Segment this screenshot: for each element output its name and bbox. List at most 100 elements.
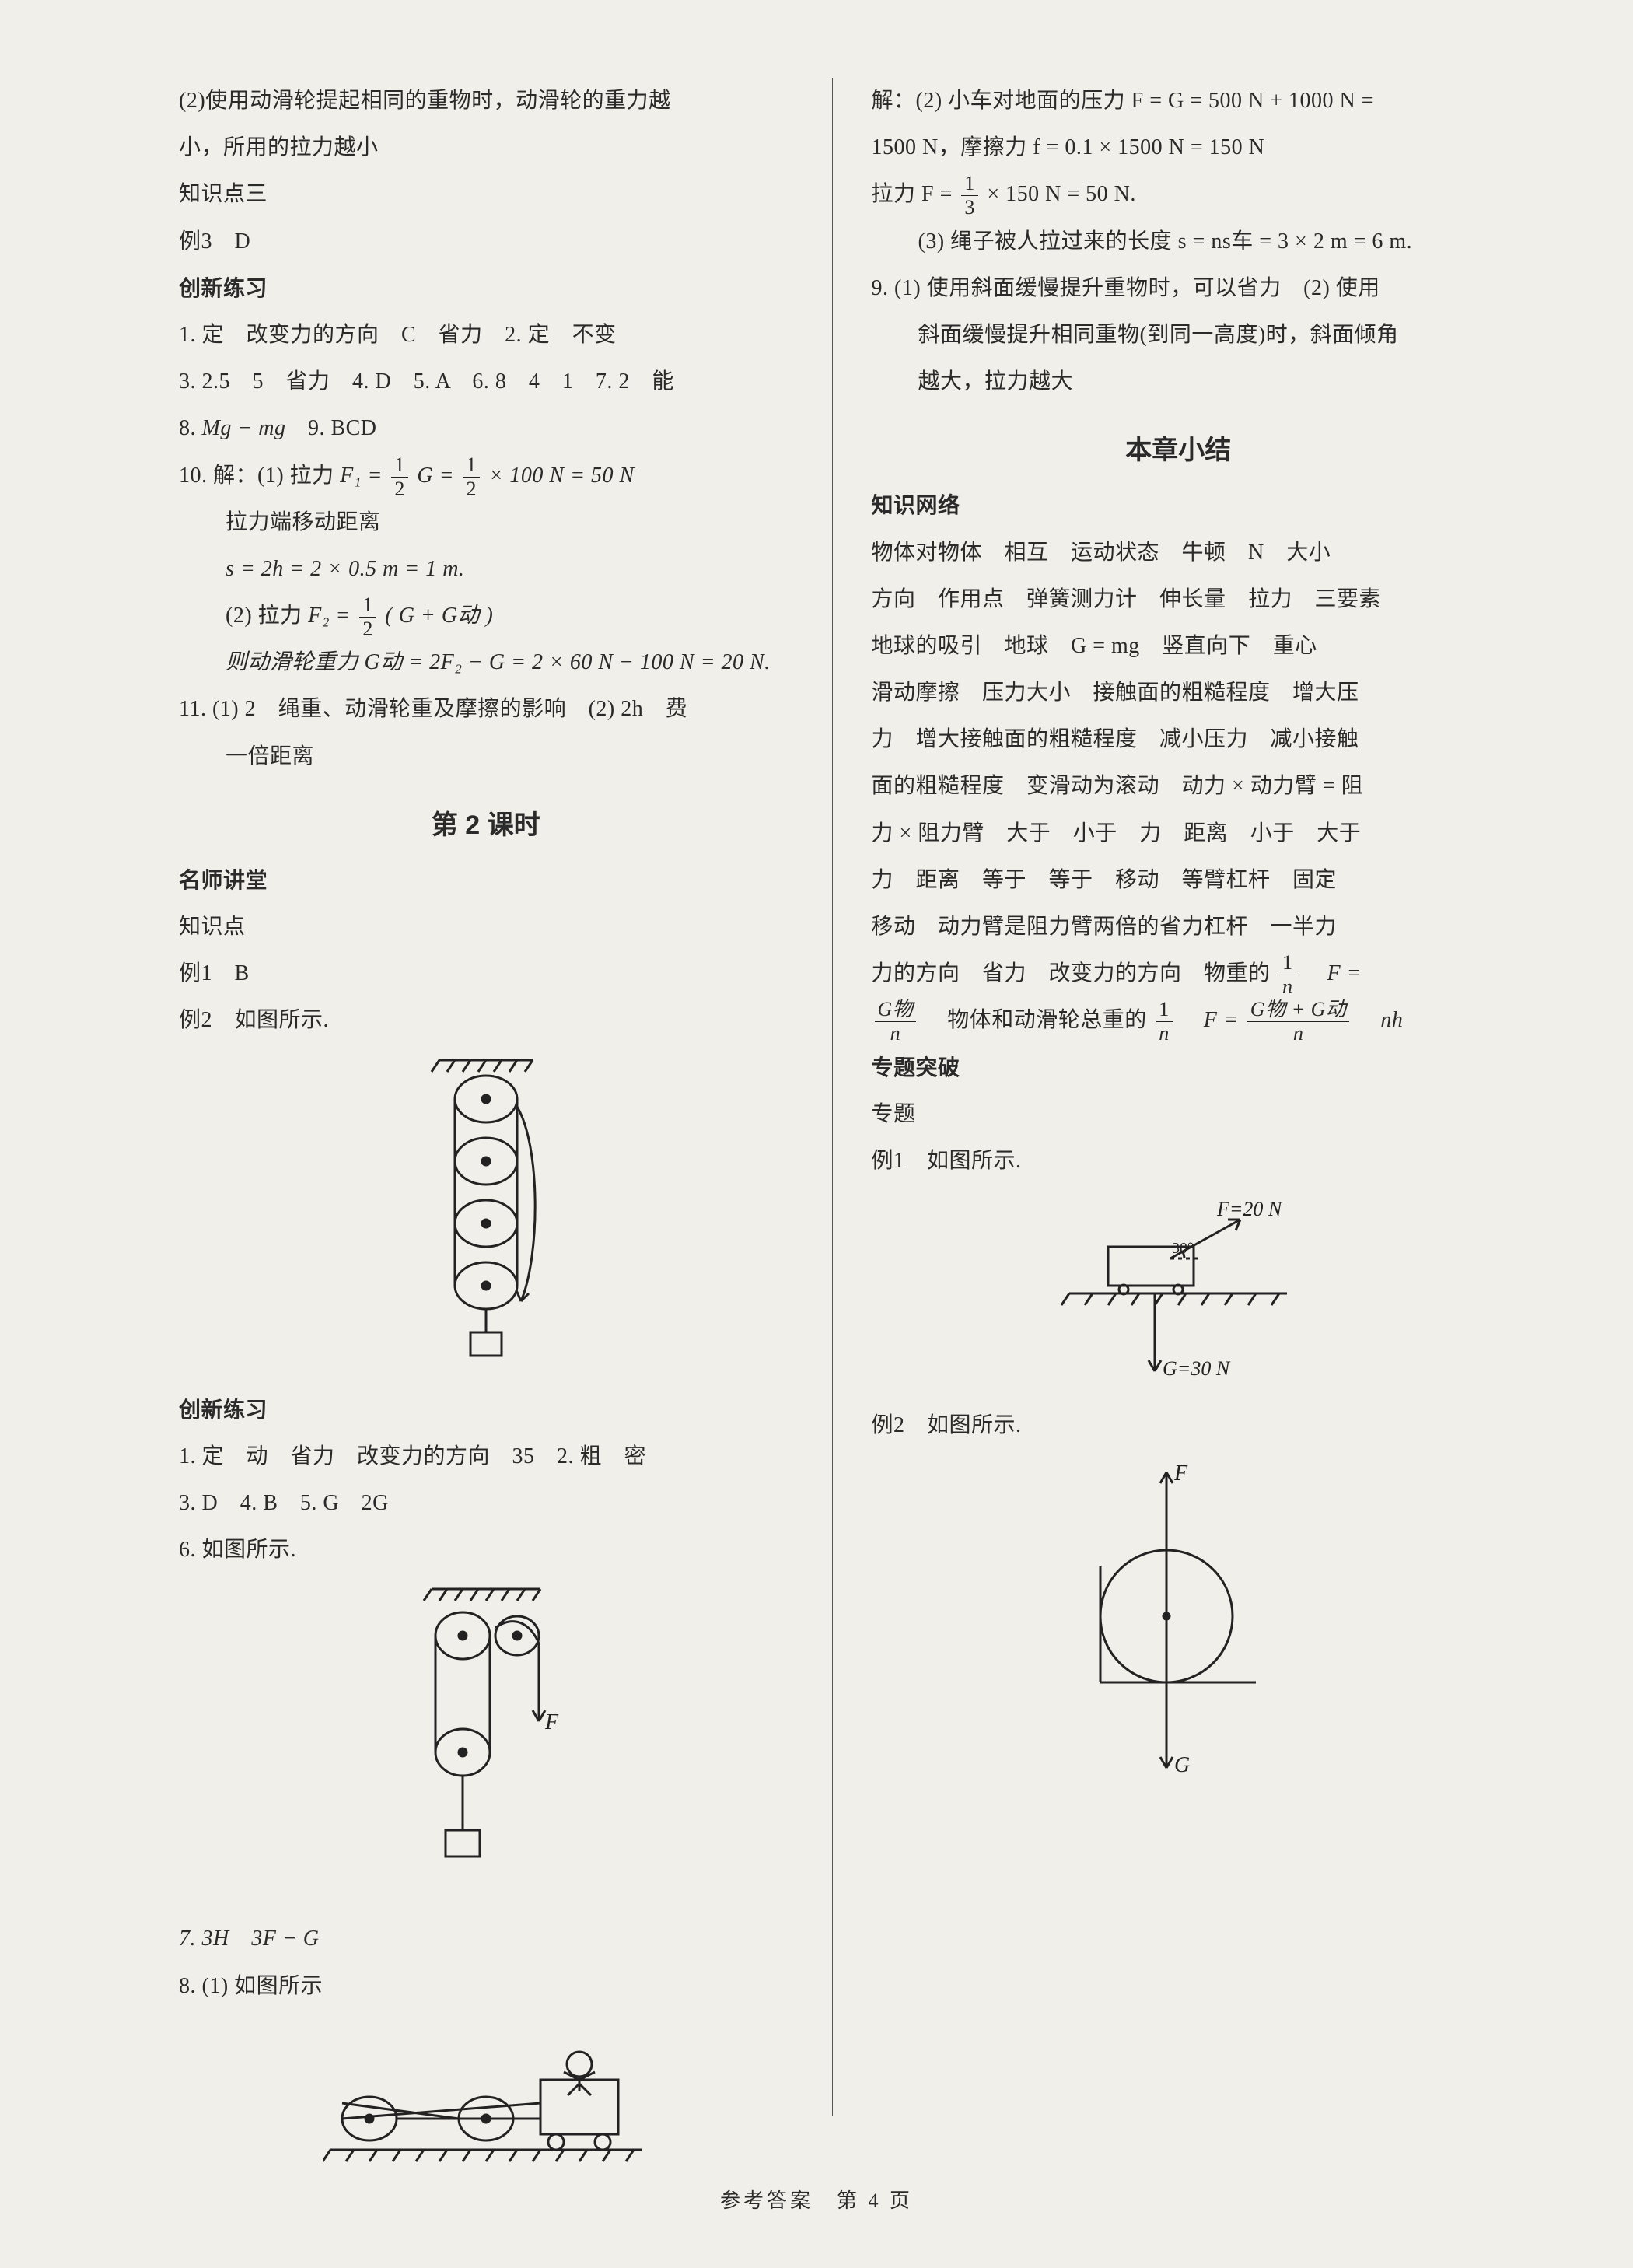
heading: 专题突破 [872,1045,1486,1091]
pulley-chain-figure [416,1052,556,1379]
text-line: 越大，拉力越大 [872,359,1486,405]
text-line: G物n 物体和动滑轮总重的 1n F = G物 + G动n nh [872,997,1486,1044]
section-title: 本章小结 [872,429,1486,467]
heading: 创新练习 [179,1387,793,1433]
numerator: 1 [359,595,376,618]
label: (2) 拉力 [226,604,308,628]
text-line: 移动 动力臂是阻力臂两倍的省力杠杆 一半力 [872,904,1486,950]
right-column: 解：(2) 小车对地面的压力 F = G = 500 N + 1000 N = … [833,78,1509,2116]
text-line: 8. (1) 如图所示 [179,1963,793,2010]
text-line: 知识点三 [179,171,793,218]
text-line: 3. D 4. B 5. G 2G [179,1480,793,1527]
text-line: (2)使用动滑轮提起相同的重物时，动滑轮的重力越 [179,78,793,124]
formula: F₁ = [340,464,388,488]
text-line: 地球的吸引 地球 G = mg 竖直向下 重心 [872,623,1486,670]
force-label: G=30 N [1163,1357,1231,1380]
denominator: 3 [961,196,978,218]
text-line: 1. 定 动 省力 改变力的方向 35 2. 粗 密 [179,1433,793,1480]
numerator: 1 [463,455,481,478]
text-line: 例2 如图所示. [179,997,793,1044]
text-line: 1. 定 改变力的方向 C 省力 2. 定 不变 [179,312,793,359]
text-line: 专题 [872,1091,1486,1138]
label: 力的方向 省力 改变力的方向 物重的 [872,961,1271,985]
text-line: 力 增大接触面的粗糙程度 减小压力 减小接触 [872,716,1486,763]
denominator: n [1247,1022,1350,1044]
text-line: 3. 2.5 5 省力 4. D 5. A 6. 8 4 1 7. 2 能 [179,359,793,405]
label: 物体和动滑轮总重的 [925,1008,1147,1032]
text-line: 拉力 F = 13 × 150 N = 50 N. [872,171,1486,218]
heading: 知识网络 [872,482,1486,529]
text-line: 力的方向 省力 改变力的方向 物重的 1n F = [872,950,1486,997]
text-line: 拉力端移动距离 [179,499,793,546]
formula: F₂ = [308,604,356,628]
fraction: 1n [1152,999,1176,1044]
text-line: 例1 如图所示. [872,1138,1486,1185]
text-line: 10. 解：(1) 拉力 F₁ = 12 G = 12 × 100 N = 50… [179,453,793,499]
formula: ( G + G动 ) [385,604,493,628]
text-line: 6. 如图所示. [179,1527,793,1573]
fraction: 13 [958,173,981,218]
text-line: (3) 绳子被人拉过来的长度 s = ns车 = 3 × 2 m = 6 m. [872,219,1486,265]
numerator: 1 [1279,953,1296,975]
fraction: 1n [1276,953,1299,997]
force-label: F=20 N [1216,1198,1283,1220]
heading: 名师讲堂 [179,857,793,904]
force-label: G [1174,1753,1190,1777]
text-line: (2) 拉力 F₂ = 12 ( G + G动 ) [179,593,793,639]
circle-force-figure: F G [1069,1457,1287,1783]
label: × 150 N = 50 N. [987,182,1136,206]
text-line: 力 距离 等于 等于 移动 等臂杠杆 固定 [872,857,1486,904]
numerator: G物 [875,999,917,1022]
section-title: 第 2 课时 [179,803,793,842]
heading: 创新练习 [179,265,793,312]
denominator: 2 [391,478,408,499]
block-force-figure: F=20 N 30° G=30 N [1054,1192,1303,1395]
text-line: 11. (1) 2 绳重、动滑轮重及摩擦的影响 (2) 2h 费 [179,686,793,733]
text-line: 斜面缓慢提升相同重物(到同一高度)时，斜面倾角 [872,312,1486,359]
denominator: n [1156,1022,1173,1044]
fraction: 12 [460,455,484,499]
double-pulley-figure: F [400,1581,572,1908]
text-line: 面的粗糙程度 变滑动为滚动 动力 × 动力臂 = 阻 [872,763,1486,810]
formula: Mg − mg [202,416,286,440]
cart-pulley-figure [323,2018,649,2189]
text-line: 物体对物体 相互 运动状态 牛顿 N 大小 [872,530,1486,576]
fraction: 12 [388,455,411,499]
text-line: 例1 B [179,950,793,997]
angle-label: 30° [1172,1240,1194,1257]
fraction: 12 [356,595,379,639]
two-column-layout: (2)使用动滑轮提起相同的重物时，动滑轮的重力越 小，所用的拉力越小 知识点三 … [156,78,1509,2116]
numerator: 1 [1156,999,1173,1022]
text-line: 方向 作用点 弹簧测力计 伸长量 拉力 三要素 [872,576,1486,623]
denominator: n [1279,975,1296,997]
left-column: (2)使用动滑轮提起相同的重物时，动滑轮的重力越 小，所用的拉力越小 知识点三 … [156,78,833,2116]
numerator: G物 + G动 [1247,999,1350,1022]
fraction: G物 + G动n [1244,999,1353,1044]
formula: G = [417,464,460,488]
text-line: 知识点 [179,904,793,950]
label: 拉力 F = [872,182,959,206]
numerator: 1 [391,455,408,478]
text-line: 7. 3H 3F − G [179,1916,793,1962]
label: 9. BCD [285,416,376,440]
text-line: 力 × 阻力臂 大于 小于 力 距离 小于 大于 [872,810,1486,857]
text-line: 9. (1) 使用斜面缓慢提升重物时，可以省力 (2) 使用 [872,265,1486,312]
formula: 则动滑轮重力 G动 = 2F₂ − G = 2 × 60 N − 100 N =… [179,639,793,686]
label: nh [1359,1008,1404,1032]
label: F = [1305,961,1362,985]
text-line: 例3 D [179,219,793,265]
label: 8. [179,416,202,440]
page-footer: 参考答案 第 4 页 [0,2185,1633,2214]
force-label: F [544,1710,559,1734]
force-label: F [1173,1461,1188,1486]
text-line: 8. Mg − mg 9. BCD [179,405,793,452]
text-line: 1500 N，摩擦力 f = 0.1 × 1500 N = 150 N [872,124,1486,171]
formula: s = 2h = 2 × 0.5 m = 1 m. [179,546,793,593]
text-line: 滑动摩擦 压力大小 接触面的粗糙程度 增大压 [872,670,1486,716]
formula: × 100 N = 50 N [489,464,635,488]
text-line: 解：(2) 小车对地面的压力 F = G = 500 N + 1000 N = [872,78,1486,124]
denominator: 2 [359,618,376,639]
label: F = [1181,1008,1244,1032]
denominator: n [875,1022,917,1044]
text-line: 一倍距离 [179,733,793,780]
